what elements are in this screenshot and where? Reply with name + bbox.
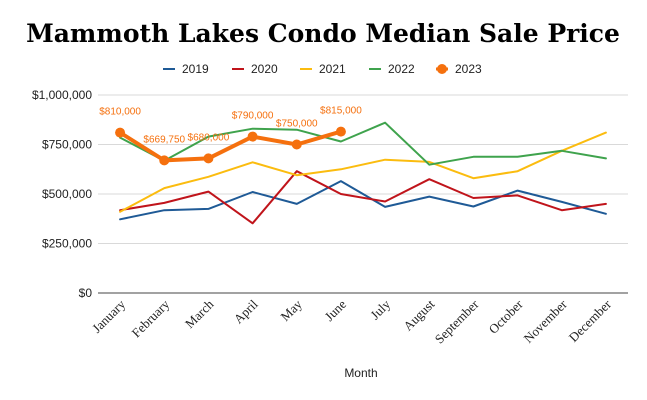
legend-label: 2020 xyxy=(251,62,278,76)
legend-item-2021: 2021 xyxy=(300,62,346,76)
legend-label: 2019 xyxy=(182,62,209,76)
data-point-2023 xyxy=(291,139,302,150)
x-tick-label: September xyxy=(432,296,482,346)
x-tick-label: April xyxy=(231,296,261,326)
data-label: $680,000 xyxy=(188,132,230,143)
data-label: $790,000 xyxy=(232,111,274,122)
legend-item-2023: 2023 xyxy=(436,62,482,76)
x-axis-ticks: January February March April May June July Augu… xyxy=(89,296,614,346)
y-tick-label: $250,000 xyxy=(42,237,92,251)
x-tick-label: November xyxy=(520,296,570,346)
legend-item-2019: 2019 xyxy=(163,62,209,76)
legend-marker xyxy=(437,64,447,74)
y-axis-ticks: $0 $250,000 $500,000 $750,000 $1,000,000 xyxy=(32,88,92,300)
data-point-2023 xyxy=(159,155,170,166)
series-group xyxy=(115,121,607,225)
data-labels: $810,000 $669,750 $680,000$790,000$750,000… xyxy=(99,106,362,146)
series-line-2021 xyxy=(119,131,607,213)
data-point-2023 xyxy=(335,126,346,137)
y-tick-label: $0 xyxy=(79,286,93,300)
x-axis-label: Month xyxy=(344,366,377,380)
x-tick-label: October xyxy=(485,296,526,337)
data-point-2023 xyxy=(247,131,258,142)
data-label: $750,000 xyxy=(276,119,318,130)
series-line-2020 xyxy=(119,170,607,225)
data-label: $815,000 xyxy=(320,106,362,117)
legend-label: 2023 xyxy=(455,62,482,76)
x-tick-label: December xyxy=(566,296,615,345)
x-tick-label: June xyxy=(322,296,350,324)
data-label: $669,750 xyxy=(143,134,185,145)
series-line-2022 xyxy=(119,121,607,166)
y-tick-label: $500,000 xyxy=(42,187,92,201)
x-tick-label: February xyxy=(129,296,173,340)
data-point-2023 xyxy=(203,153,214,164)
x-tick-label: August xyxy=(400,296,437,333)
legend-label: 2021 xyxy=(319,62,346,76)
legend-item-2022: 2022 xyxy=(369,62,415,76)
legend-item-2020: 2020 xyxy=(232,62,278,76)
series-line-2019 xyxy=(119,180,607,221)
x-tick-label: May xyxy=(277,296,305,324)
y-tick-label: $750,000 xyxy=(42,138,92,152)
legend: 2019 2020 2021 2022 2023 xyxy=(163,62,482,76)
x-tick-label: July xyxy=(367,296,393,322)
x-tick-label: January xyxy=(89,296,129,336)
x-tick-label: March xyxy=(182,296,217,331)
data-point-2023 xyxy=(115,127,126,138)
data-label: $810,000 xyxy=(99,107,141,118)
legend-label: 2022 xyxy=(388,62,415,76)
grid xyxy=(98,94,628,294)
series-line-2023 xyxy=(118,129,343,163)
chart-title: Mammoth Lakes Condo Median Sale Price xyxy=(26,19,620,48)
y-tick-label: $1,000,000 xyxy=(32,88,92,102)
